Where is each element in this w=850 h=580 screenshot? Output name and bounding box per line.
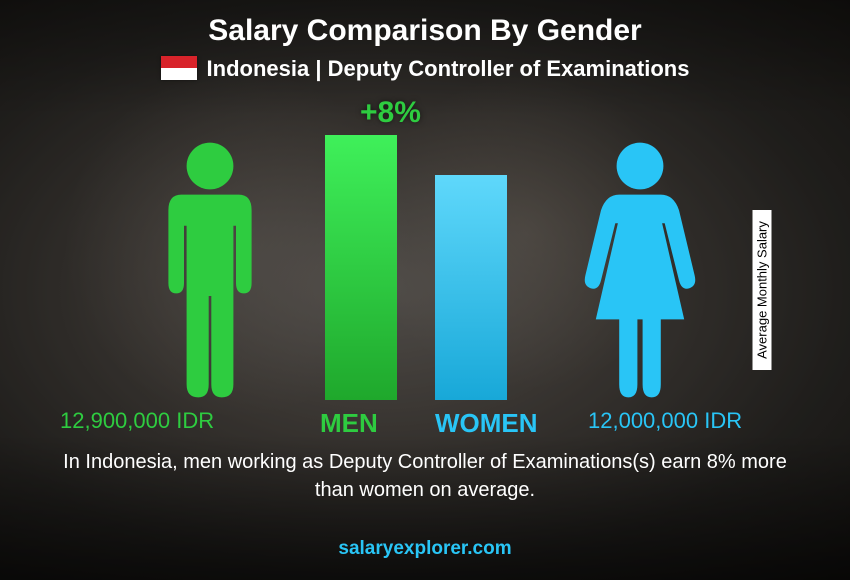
- chart-area: [0, 130, 850, 400]
- footer-source: salaryexplorer.com: [0, 538, 850, 560]
- female-figure-icon: [575, 140, 705, 400]
- main-title: Salary Comparison By Gender: [0, 14, 850, 48]
- women-label: WOMEN: [435, 408, 538, 439]
- percent-difference: +8%: [360, 96, 421, 130]
- job-title: Deputy Controller of Examinations: [328, 56, 690, 81]
- male-figure-icon: [145, 140, 275, 400]
- flag-top-stripe: [161, 56, 197, 68]
- subtitle-row: Indonesia | Deputy Controller of Examina…: [0, 56, 850, 82]
- content-layer: Salary Comparison By Gender Indonesia | …: [0, 0, 850, 580]
- women-bar: [435, 175, 507, 400]
- flag-bottom-stripe: [161, 68, 197, 80]
- country-name: Indonesia: [207, 56, 310, 81]
- flag-icon: [161, 56, 197, 80]
- men-salary-value: 12,900,000 IDR: [60, 408, 214, 434]
- caption-text: In Indonesia, men working as Deputy Cont…: [60, 448, 790, 504]
- men-bar: [325, 135, 397, 400]
- women-salary-value: 12,000,000 IDR: [588, 408, 742, 434]
- separator: |: [309, 56, 327, 81]
- y-axis-label: Average Monthly Salary: [753, 210, 772, 370]
- labels-row: 12,900,000 IDR MEN WOMEN 12,000,000 IDR: [0, 408, 850, 438]
- men-label: MEN: [320, 408, 378, 439]
